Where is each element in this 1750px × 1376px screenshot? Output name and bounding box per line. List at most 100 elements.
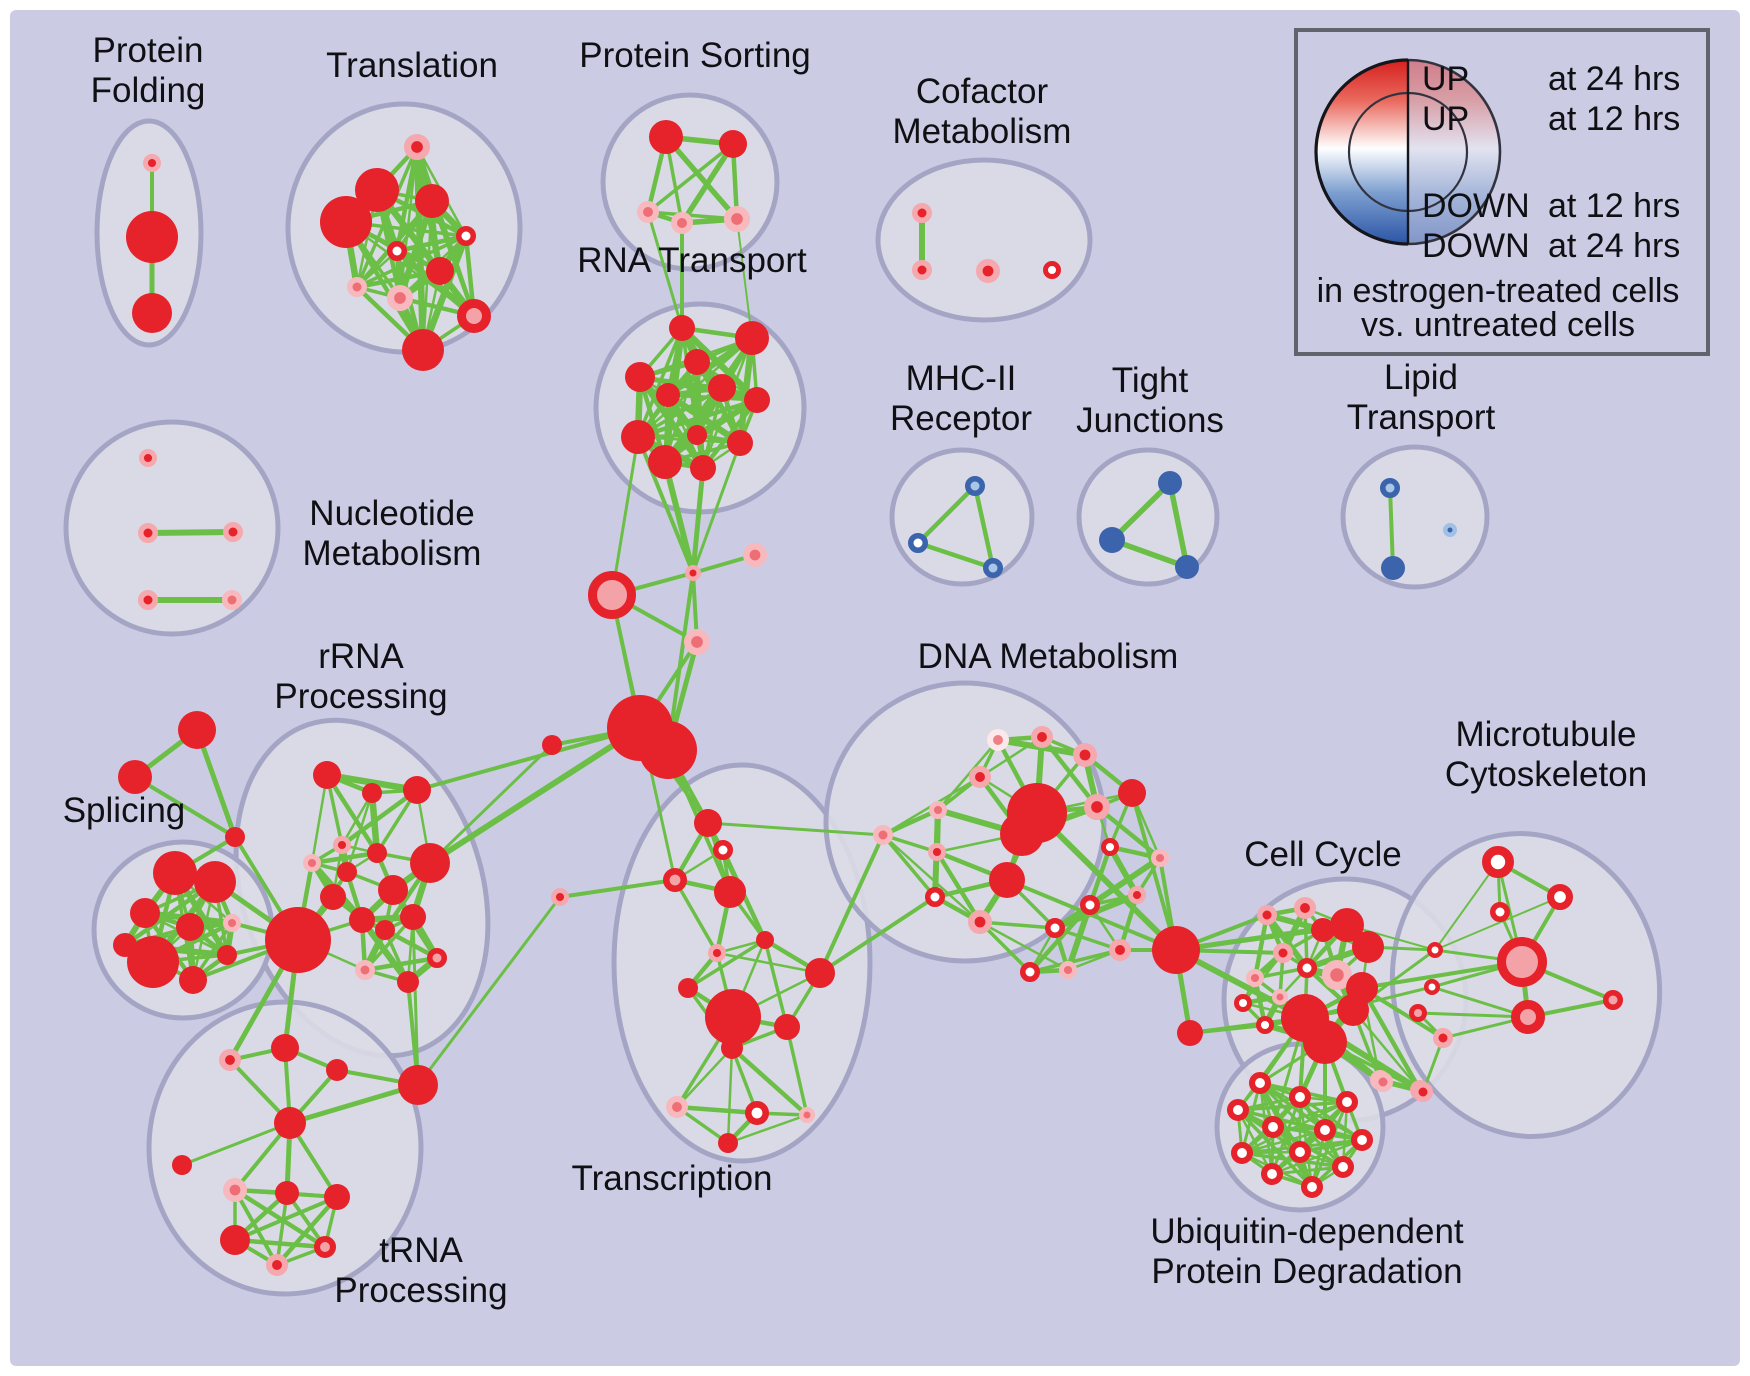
cluster-label-line: Protein bbox=[93, 31, 204, 70]
network-edge bbox=[1087, 844, 1113, 908]
network-edge bbox=[1130, 791, 1178, 952]
network-node-u13 bbox=[1413, 1082, 1433, 1102]
network-node-r8 bbox=[378, 875, 408, 905]
network-edge bbox=[1167, 480, 1190, 570]
network-edge bbox=[232, 1187, 328, 1250]
network-edge bbox=[881, 833, 982, 924]
network-edge bbox=[1252, 912, 1270, 981]
network-node-ps2 bbox=[637, 200, 660, 223]
network-edge bbox=[662, 459, 696, 576]
cluster-label-protein-folding: Protein Folding bbox=[91, 31, 206, 110]
network-edge bbox=[666, 393, 705, 470]
network-edge bbox=[679, 141, 736, 226]
network-node-tr3 bbox=[320, 196, 372, 248]
network-edge bbox=[700, 397, 760, 471]
network-edge bbox=[936, 738, 1000, 812]
network-node-cf2 bbox=[975, 258, 1000, 283]
network-node-c2 bbox=[1311, 918, 1335, 942]
network-node-u3 bbox=[1227, 1099, 1250, 1122]
network-node-pf2 bbox=[132, 293, 172, 333]
network-edge bbox=[715, 951, 822, 975]
network-node-r1 bbox=[362, 783, 382, 803]
cluster-label-trna: tRNA Processing bbox=[334, 1231, 507, 1310]
legend-caption-0: in estrogen-treated cells bbox=[1317, 272, 1680, 310]
network-edge bbox=[818, 833, 885, 975]
cluster-label-dna: DNA Metabolism bbox=[918, 637, 1179, 676]
cluster-label-line: Cofactor bbox=[916, 72, 1049, 111]
network-edge bbox=[394, 233, 469, 254]
network-edge bbox=[646, 142, 735, 214]
network-node-d22 bbox=[1152, 926, 1200, 974]
network-node-tn2 bbox=[326, 1059, 348, 1081]
network-node-pf0 bbox=[143, 154, 162, 173]
network-node-rt2 bbox=[684, 349, 710, 375]
network-node-d2 bbox=[1073, 742, 1098, 767]
network-edge bbox=[726, 1113, 809, 1145]
cluster-label-line: Processing bbox=[274, 677, 447, 716]
network-node-tn11 bbox=[265, 1254, 288, 1277]
network-node-c12 bbox=[1255, 1015, 1274, 1034]
network-node-m4 bbox=[1424, 979, 1440, 995]
network-node-m8 bbox=[1408, 1003, 1427, 1022]
network-edge bbox=[635, 397, 760, 440]
network-node-m1 bbox=[1546, 884, 1573, 911]
network-node-cf0 bbox=[912, 203, 932, 223]
network-edge bbox=[275, 1191, 289, 1267]
network-node-d0 bbox=[987, 729, 1010, 752]
network-node-rt11 bbox=[690, 455, 716, 481]
network-node-tg0 bbox=[178, 711, 216, 749]
network-node-u0 bbox=[1249, 1072, 1272, 1095]
network-node-tn6 bbox=[223, 1178, 248, 1203]
cluster-label-microtubule: Microtubule Cytoskeleton bbox=[1445, 715, 1647, 794]
network-node-u12 bbox=[1373, 1072, 1393, 1092]
network-node-d7 bbox=[1118, 779, 1146, 807]
network-node-m3 bbox=[1427, 942, 1443, 958]
network-edge bbox=[978, 920, 1070, 972]
cluster-label-line: Receptor bbox=[890, 399, 1032, 438]
network-node-t6 bbox=[707, 943, 726, 962]
network-edge bbox=[1416, 1011, 1530, 1019]
network-edge bbox=[1028, 948, 1122, 974]
network-edge bbox=[1388, 486, 1395, 570]
network-edge bbox=[686, 938, 767, 990]
cluster-label-line: Tight bbox=[1112, 361, 1189, 400]
network-node-mc2 bbox=[588, 571, 636, 619]
network-edge bbox=[1107, 844, 1140, 898]
network-edge bbox=[663, 134, 740, 222]
cluster-label-line: Transcription bbox=[572, 1159, 773, 1198]
network-node-tn4 bbox=[274, 1107, 306, 1139]
cluster-label-line: MHC-II bbox=[906, 359, 1017, 398]
network-node-d16 bbox=[1045, 918, 1065, 938]
network-edge bbox=[646, 210, 684, 330]
network-edge bbox=[736, 218, 753, 339]
legend-time-3: at 24 hrs bbox=[1548, 227, 1680, 265]
cluster-label-line: Ubiquitin-dependent bbox=[1150, 1212, 1464, 1251]
network-node-r4 bbox=[303, 853, 322, 872]
network-node-u10 bbox=[1332, 1156, 1355, 1179]
network-node-t12 bbox=[666, 1096, 689, 1119]
network-edge bbox=[339, 787, 420, 848]
network-node-m0 bbox=[1482, 846, 1515, 879]
network-node-c9 bbox=[1245, 968, 1264, 987]
network-edge bbox=[274, 1194, 340, 1268]
network-edge bbox=[726, 1046, 734, 1145]
network-node-c15 bbox=[1337, 994, 1369, 1026]
network-node-tn5 bbox=[172, 1155, 192, 1175]
network-edge bbox=[1173, 947, 1308, 1021]
network-node-r15 bbox=[355, 960, 375, 980]
network-edge bbox=[675, 1046, 734, 1109]
network-edge bbox=[1109, 537, 1190, 570]
network-edge bbox=[1109, 480, 1173, 543]
network-node-r14 bbox=[427, 948, 447, 968]
network-node-h2 bbox=[983, 558, 1003, 578]
network-node-r9 bbox=[320, 884, 346, 910]
legend-faded-half bbox=[1408, 60, 1500, 244]
network-node-d20 bbox=[1020, 962, 1040, 982]
cluster-ellipse-transcription bbox=[611, 762, 873, 1164]
network-edge bbox=[673, 878, 719, 955]
network-edge bbox=[145, 529, 236, 536]
cluster-label-line: Microtubule bbox=[1456, 715, 1637, 754]
network-node-d10 bbox=[1000, 812, 1044, 856]
network-edge bbox=[1027, 902, 1093, 975]
